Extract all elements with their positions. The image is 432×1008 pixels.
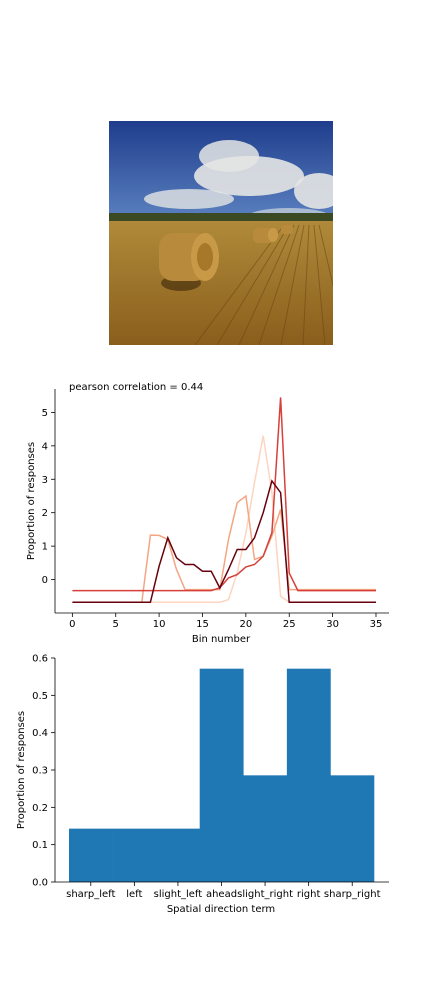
bar-chart-y-tick-label: 0.4	[32, 728, 48, 739]
bar-chart-y-tick-label: 0.0	[32, 878, 48, 889]
hay-bale-far	[253, 225, 293, 243]
bar-right	[286, 668, 331, 882]
bar-chart-x-tick-label: right	[297, 889, 321, 900]
line-chart-ylabel: Proportion of responses	[26, 442, 37, 560]
bar-chart-x-tick-label: left	[126, 889, 142, 900]
line-chart-y-tick-label: 2	[42, 508, 48, 519]
field	[109, 221, 333, 345]
bar-chart-y-tick-label: 0.3	[32, 766, 48, 777]
line-chart-y-tick-label: 5	[42, 408, 48, 419]
line-chart-y-tick-label: 3	[42, 475, 48, 486]
line-chart-xlabel: Bin number	[192, 634, 251, 645]
bar-left	[112, 828, 157, 882]
line-chart: pearson correlation = 0.44 0 5 10 15 20 25 30 3…	[26, 382, 389, 645]
line-chart-series	[72, 397, 376, 604]
bar-chart-ylabel: Proportion of responses	[16, 711, 27, 829]
bar-chart-y-tick-label: 0.1	[32, 840, 48, 851]
bar-slight-left	[156, 828, 201, 882]
bar-chart-x-tick-label: slight_left	[154, 889, 203, 900]
hay-bale-near	[159, 233, 219, 291]
line-chart-x-tick-label: 10	[153, 619, 166, 630]
tree-line	[109, 213, 333, 221]
line-series-1	[72, 435, 376, 604]
bar-chart-x-tick-label: sharp_right	[324, 889, 381, 900]
bar-chart-axes: sharp_left left slight_left ahead slight_rig…	[32, 654, 389, 900]
bar-chart-x-tick-label: slight_right	[237, 889, 293, 900]
line-chart-title: pearson correlation = 0.44	[69, 382, 203, 393]
line-chart-x-tick-label: 0	[69, 619, 75, 630]
line-series-2	[72, 494, 376, 604]
bar-sharp-right	[330, 775, 375, 882]
bar-chart-bars	[69, 668, 375, 882]
line-chart-x-tick-label: 35	[370, 619, 383, 630]
bar-chart-x-tick-label: sharp_left	[66, 889, 115, 900]
bar-sharp-left	[69, 828, 113, 882]
line-chart-x-tick-label: 30	[326, 619, 339, 630]
line-series-4	[72, 479, 376, 604]
bar-chart-y-tick-label: 0.5	[32, 691, 48, 702]
line-chart-y-tick-label: 0	[42, 575, 48, 586]
bar-chart: sharp_left left slight_left ahead slight_rig…	[16, 654, 389, 915]
bar-chart-y-tick-label: 0.6	[32, 654, 48, 665]
cloud	[199, 140, 259, 172]
bar-chart-x-tick-label: ahead	[206, 889, 237, 900]
line-chart-x-tick-label: 25	[283, 619, 296, 630]
line-chart-y-tick-label: 4	[42, 441, 48, 452]
line-chart-axes: 0 5 10 15 20 25 30 35 0 1 2 3 4 5	[42, 389, 389, 630]
cloud	[294, 173, 333, 209]
line-chart-y-tick-label: 1	[42, 542, 48, 553]
hay-bale-field-photo	[109, 121, 333, 345]
cloud	[144, 189, 234, 209]
bar-slight-right	[243, 775, 288, 882]
bar-ahead	[199, 668, 244, 882]
line-chart-x-tick-label: 5	[113, 619, 119, 630]
bar-chart-y-tick-label: 0.2	[32, 803, 48, 814]
line-chart-x-tick-label: 20	[239, 619, 252, 630]
line-chart-x-tick-label: 15	[196, 619, 209, 630]
stubble-rows	[194, 224, 333, 345]
bar-chart-xlabel: Spatial direction term	[167, 904, 275, 915]
